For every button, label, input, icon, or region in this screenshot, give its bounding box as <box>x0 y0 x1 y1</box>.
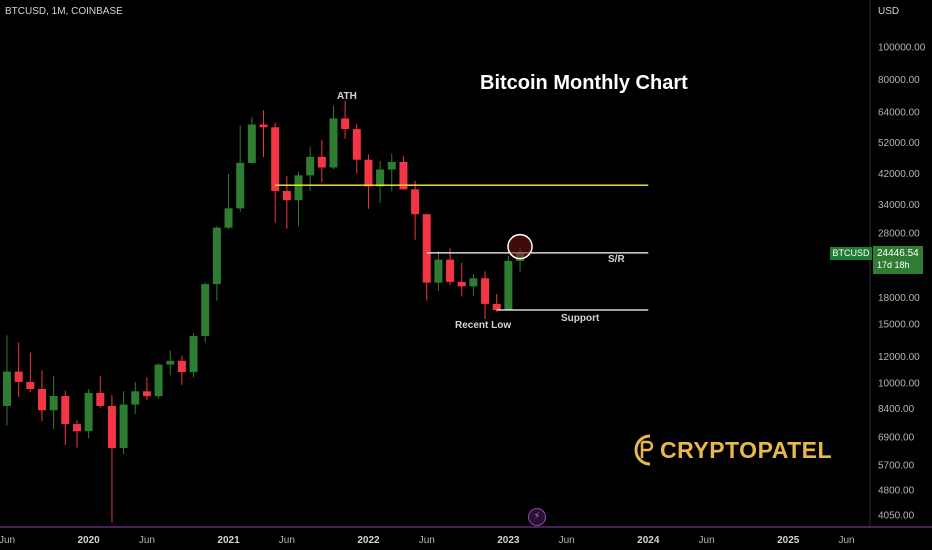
candle-body <box>201 284 210 337</box>
candle-body <box>131 391 140 405</box>
x-axis: Jun 2020 Jun 2021 Jun 2022 Jun 2023 Jun 2024 Jun 20… <box>0 535 855 546</box>
candle-body <box>14 371 23 382</box>
candle-body <box>411 189 420 215</box>
sr-annotation: S/R <box>608 254 625 265</box>
candle-body <box>469 278 478 287</box>
candle-body <box>247 124 256 163</box>
y-tick-label: 4800.00 <box>878 486 915 497</box>
brand-watermark: CRYPTOPATEL <box>634 432 832 468</box>
candle-body <box>329 118 338 168</box>
x-tick-label: Jun <box>559 535 575 546</box>
candle-body <box>72 424 81 432</box>
candle-body <box>189 336 198 373</box>
candle-body <box>282 190 291 201</box>
candle-body <box>481 278 490 304</box>
candle-body <box>166 360 175 365</box>
x-tick-label: 2023 <box>497 535 520 546</box>
x-tick-label: Jun <box>838 535 854 546</box>
y-tick-label: 5700.00 <box>878 461 915 472</box>
lightning-icon[interactable]: ⚡ <box>528 508 546 526</box>
y-tick-label: 12000.00 <box>878 352 920 363</box>
y-tick-label: 52000.00 <box>878 138 920 149</box>
candle-body <box>387 161 396 170</box>
y-tick-label: 4050.00 <box>878 511 915 522</box>
y-tick-label: 64000.00 <box>878 108 920 119</box>
recent-low-annotation: Recent Low <box>455 320 512 331</box>
y-tick-label: 42000.00 <box>878 169 920 180</box>
candle-body <box>119 404 128 448</box>
grid <box>0 0 932 528</box>
candle-body <box>457 281 466 287</box>
candle-body <box>177 360 186 373</box>
x-tick-label: 2024 <box>637 535 660 546</box>
x-tick-label: Jun <box>419 535 435 546</box>
x-tick-label: Jun <box>279 535 295 546</box>
y-tick-label: 10000.00 <box>878 379 920 390</box>
candle-body <box>26 381 35 390</box>
x-tick-label: 2020 <box>77 535 100 546</box>
chart-title: Bitcoin Monthly Chart <box>480 72 688 94</box>
y-axis: 100000.00 80000.00 64000.00 52000.00 42000.0… <box>878 43 926 522</box>
candle-body <box>96 392 105 406</box>
candle-body <box>376 169 385 187</box>
y-tick-label: 8400.00 <box>878 404 915 415</box>
symbol-label: BTCUSD, 1M, COINBASE <box>5 6 123 17</box>
y-tick-label: 100000.00 <box>878 43 926 54</box>
ath-annotation: ATH <box>337 91 357 102</box>
candle-countdown: 17d 18h <box>877 260 910 270</box>
candle-body <box>317 156 326 168</box>
candle-body <box>37 389 46 411</box>
candle-body <box>212 227 221 285</box>
y-tick-label: 6900.00 <box>878 433 915 444</box>
candle-body <box>434 259 443 283</box>
candle-body <box>306 156 315 176</box>
x-tick-label: 2021 <box>217 535 240 546</box>
currency-label: USD <box>878 6 900 17</box>
highlight-circle <box>507 233 533 260</box>
candle-body <box>271 127 280 191</box>
candle-body <box>352 129 361 160</box>
candle-body <box>341 118 350 130</box>
x-tick-label: Jun <box>139 535 155 546</box>
x-tick-label: Jun <box>699 535 715 546</box>
brand-name: CRYPTOPATEL <box>660 436 833 463</box>
candle-body <box>49 396 58 411</box>
x-tick-label: Jun <box>0 535 15 546</box>
candle-body <box>84 392 93 432</box>
candle-body <box>492 303 501 310</box>
y-tick-label: 80000.00 <box>878 75 920 86</box>
symbol-price-tag: BTCUSD <box>830 247 872 260</box>
candle-body <box>504 260 513 310</box>
levels-group <box>275 184 649 311</box>
y-tick-label: 34000.00 <box>878 200 920 211</box>
x-tick-label: 2022 <box>357 535 380 546</box>
y-tick-label: 28000.00 <box>878 228 920 239</box>
candle-body <box>399 161 408 190</box>
last-price-value: 24446.54 <box>877 248 919 259</box>
candle-body <box>3 371 11 406</box>
brand-logo-icon <box>634 434 654 466</box>
candles-group <box>3 101 525 523</box>
candle-body <box>422 214 431 283</box>
candle-body <box>236 162 245 209</box>
last-price-box: 24446.54 17d 18h <box>873 246 923 274</box>
y-tick-label: 15000.00 <box>878 319 920 330</box>
candle-body <box>259 124 268 128</box>
support-annotation: Support <box>561 313 600 324</box>
candle-body <box>142 391 151 397</box>
candle-body <box>224 208 233 228</box>
y-tick-label: 18000.00 <box>878 293 920 304</box>
candle-body <box>294 175 303 201</box>
candle-body <box>364 159 373 187</box>
candle-body <box>154 364 163 397</box>
x-tick-label: 2025 <box>777 535 800 546</box>
candle-body <box>107 405 116 448</box>
candle-body <box>446 259 455 282</box>
candle-body <box>61 396 70 425</box>
